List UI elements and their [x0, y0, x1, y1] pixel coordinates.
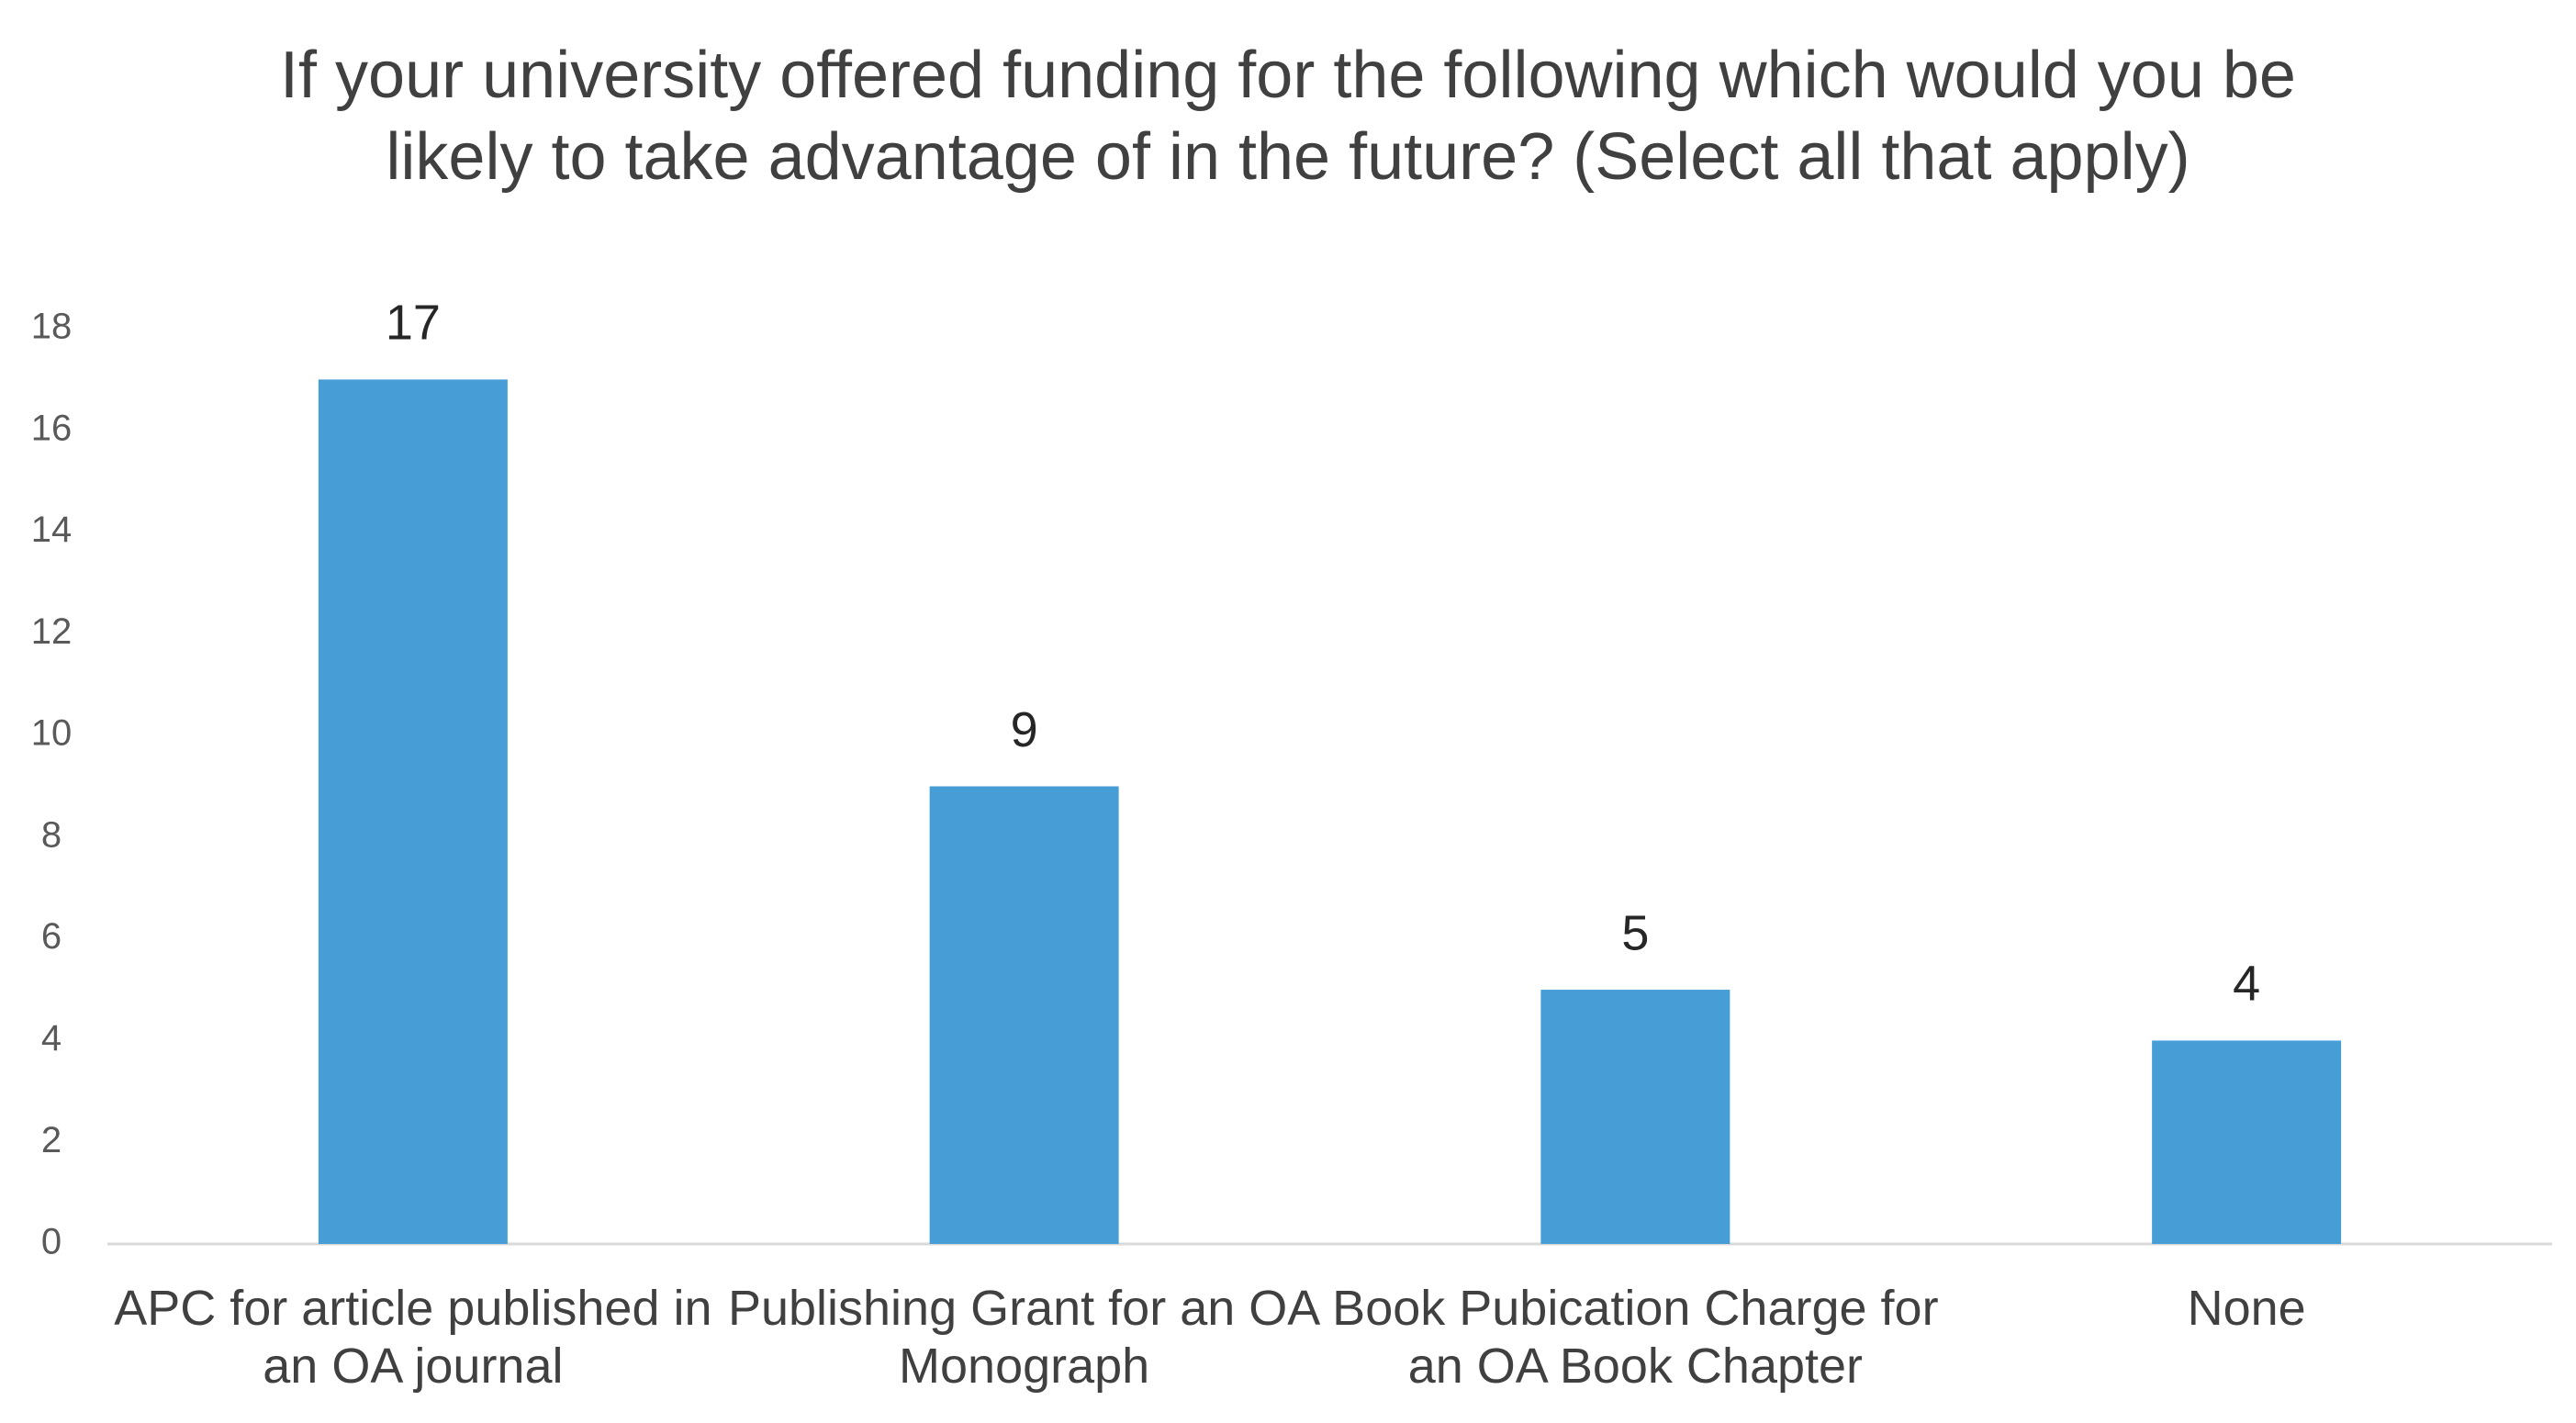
- y-tick-label: 10: [31, 713, 73, 754]
- value-label: 9: [1011, 702, 1038, 757]
- y-tick-label: 0: [41, 1222, 62, 1262]
- y-tick-label: 2: [41, 1120, 62, 1160]
- x-tick-label: APC for article published in an OA journ…: [114, 1281, 712, 1394]
- bar: [2152, 1040, 2342, 1244]
- y-tick-label: 6: [41, 916, 62, 957]
- value-label: 5: [1621, 905, 1649, 960]
- y-tick-label: 8: [41, 814, 62, 855]
- y-tick-label: 18: [31, 307, 73, 347]
- chart-title: If your university offered funding for t…: [280, 39, 2296, 194]
- y-tick-label: 14: [31, 510, 73, 550]
- y-tick-label: 16: [31, 408, 73, 448]
- bar: [1540, 990, 1730, 1244]
- bar: [929, 786, 1119, 1244]
- x-tick-label: Book Pubication Charge for an OA Book Ch…: [1332, 1281, 1939, 1394]
- value-label: 4: [2233, 957, 2260, 1012]
- x-tick-label: None: [2187, 1281, 2306, 1336]
- y-tick-label: 12: [31, 611, 73, 652]
- value-label: 17: [386, 296, 441, 351]
- x-tick-label: Publishing Grant for an OA Monograph: [727, 1281, 1321, 1394]
- bar: [318, 379, 508, 1244]
- y-tick-label: 4: [41, 1018, 62, 1059]
